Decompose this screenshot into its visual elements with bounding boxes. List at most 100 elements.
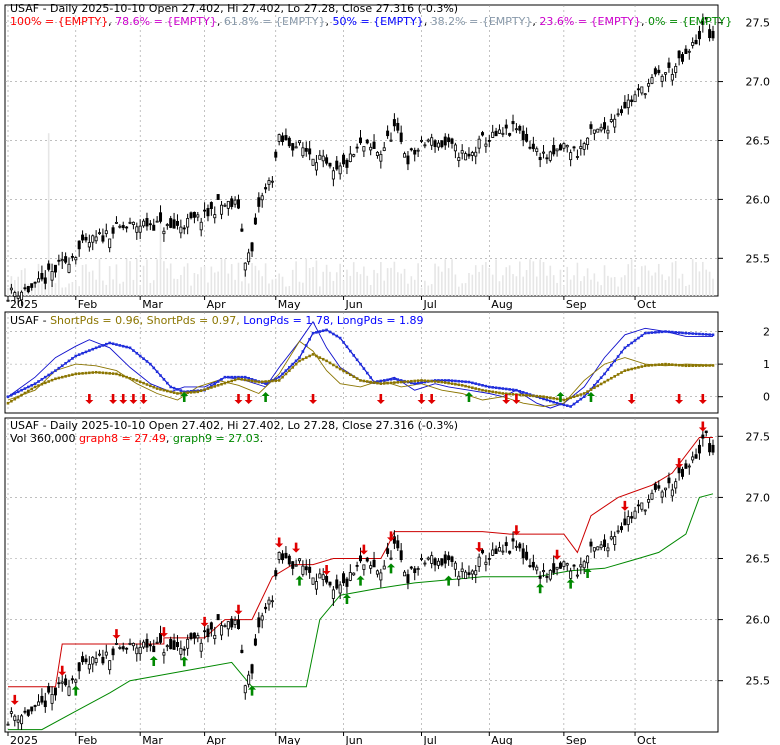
oscillator-short-marker [698, 364, 701, 367]
price-panel-volume-bar [427, 285, 430, 296]
oscillator-short-marker [189, 391, 193, 394]
channel-panel-candle-body [623, 518, 627, 526]
channel-panel-candle-body [172, 640, 176, 650]
oscillator-short-marker [379, 382, 383, 385]
price-panel-candle-body [165, 224, 169, 226]
channel-panel-candle-body [145, 638, 149, 648]
price-panel-volume-bar [437, 266, 440, 296]
oscillator-long-marker [166, 381, 169, 385]
price-panel-candle-body [314, 162, 318, 171]
price-panel-volume-bar [7, 287, 9, 296]
price-panel-xtick-label: May [278, 298, 301, 311]
price-panel-candle-body [586, 137, 590, 146]
price-panel-candle-body [331, 170, 335, 180]
price-panel-volume-bar [274, 278, 277, 296]
price-panel-candle-body [565, 144, 569, 148]
price-panel-legend-item: 0% = {EMPTY} [648, 15, 732, 28]
price-panel-candle-body [538, 156, 542, 161]
price-panel-volume-bar [488, 267, 491, 296]
oscillator-short-marker [579, 393, 583, 396]
price-panel-volume-bar [234, 279, 236, 296]
price-panel-volume-bar [664, 279, 667, 296]
oscillator-long-marker [6, 395, 10, 399]
oscillator-long-marker [443, 379, 447, 382]
price-panel-candle-body [250, 242, 254, 252]
oscillator-short-marker [88, 371, 91, 375]
price-panel-candle-body [592, 129, 596, 134]
price-panel-candle-body [335, 160, 339, 170]
price-panel-legend-item: , [108, 15, 115, 28]
price-panel-volume-bar [410, 276, 413, 296]
oscillator-short-marker [254, 380, 257, 383]
price-panel-candle-body [616, 113, 620, 116]
oscillator-short-marker [393, 381, 396, 384]
oscillator-long-marker [304, 344, 308, 347]
price-panel-volume-bar [58, 270, 60, 296]
oscillator-short-marker [677, 363, 681, 367]
price-panel-candle-body [216, 194, 220, 200]
price-panel-candle-body [704, 17, 708, 20]
oscillator-long-marker [88, 349, 91, 352]
oscillator-long-marker [135, 351, 139, 355]
oscillator-long-marker [274, 377, 278, 381]
oscillator-long-marker [220, 378, 223, 381]
channel-panel-legend-item: graph8 = 27.49 [79, 432, 166, 445]
channel-panel-candle-body [579, 564, 583, 568]
price-panel-volume-bar [142, 265, 145, 296]
price-panel-volume-bar [258, 270, 260, 296]
price-panel-candle-body [257, 197, 261, 207]
channel-panel-candle-body [528, 565, 532, 567]
price-panel-volume-bar [173, 278, 175, 296]
oscillator-short-marker [267, 379, 271, 383]
channel-panel-candle-body [630, 516, 634, 519]
oscillator-long-marker [630, 341, 633, 345]
price-panel-volume-bar [624, 275, 626, 296]
channel-panel-candle-body [277, 552, 281, 560]
price-panel-volume-bar [159, 221, 162, 296]
price-panel-candle-body [653, 68, 657, 75]
channel-panel-candle-body [423, 562, 427, 565]
oscillator-long-marker [501, 387, 505, 390]
oscillator-short-marker [606, 378, 610, 382]
price-panel-volume-bar [586, 268, 589, 296]
oscillator-long-marker [352, 354, 356, 357]
oscillator-short-marker [166, 389, 169, 393]
channel-panel-candle-body [531, 561, 535, 568]
channel-panel-candle-body [179, 647, 183, 655]
price-panel-volume-bar [502, 275, 504, 296]
price-panel-candle-body [487, 140, 491, 142]
oscillator-long-marker [606, 368, 610, 371]
price-panel-candle-body [470, 152, 474, 156]
oscillator-sell-arrow [234, 394, 243, 404]
channel-panel-candle-body [657, 485, 661, 489]
channel-panel-candle-body [175, 641, 179, 648]
price-panel-volume-bar [559, 269, 562, 296]
channel-panel-candle-body [684, 463, 688, 469]
price-panel-candle-body [81, 234, 85, 241]
price-panel-volume-bar [647, 270, 650, 296]
price-panel-candle-body [643, 93, 647, 96]
price-panel-candle-body [352, 154, 356, 157]
price-panel-candle-body [233, 199, 237, 205]
price-panel-candle-body [118, 225, 122, 228]
price-panel-candle-body [121, 225, 125, 229]
price-panel-ytick-label: 27.5 [746, 17, 771, 30]
price-panel-candle-body [318, 154, 322, 160]
price-panel-candle-body [6, 299, 10, 302]
price-panel-candle-body [599, 126, 603, 131]
oscillator-short-marker [355, 377, 359, 380]
channel-panel-candle-body [592, 547, 596, 552]
channel-panel-candle-body [609, 536, 613, 540]
channel-panel-candle-body [518, 543, 522, 549]
oscillator-short-marker [67, 374, 71, 377]
price-panel-candle-body [575, 156, 579, 158]
channel-sell-arrow [234, 604, 243, 615]
oscillator-long-marker [654, 331, 657, 334]
oscillator-long-marker [681, 331, 684, 335]
oscillator-short-marker [349, 373, 352, 377]
oscillator-long-marker [677, 331, 681, 334]
channel-panel-title: USAF - Daily 2025-10-10 Open 27.402, Hi … [10, 419, 458, 432]
price-panel-volume-bar [566, 266, 569, 296]
channel-panel-candle-body [694, 454, 698, 459]
price-panel-volume-bar [556, 282, 558, 296]
